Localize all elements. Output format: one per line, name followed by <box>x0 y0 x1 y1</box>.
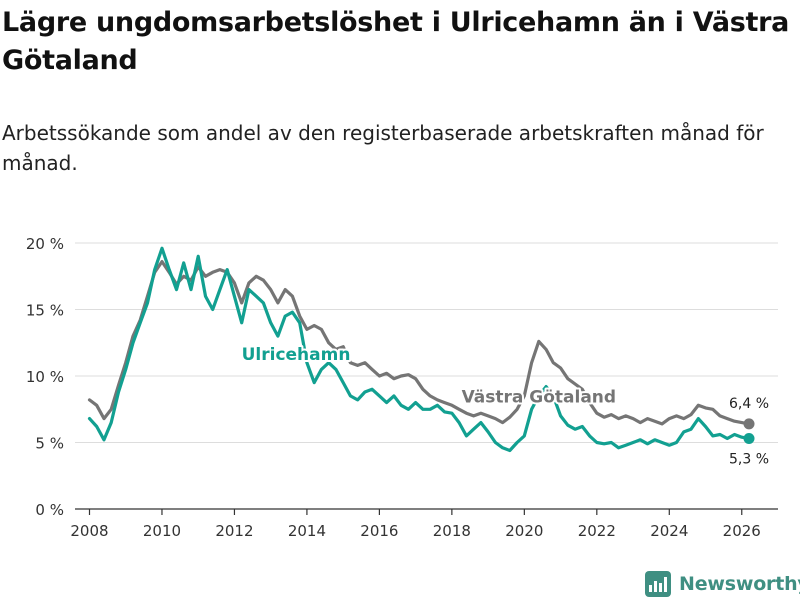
end-value-vastra-gotaland: 6,4 % <box>729 396 769 412</box>
series-label-vastra-gotaland: Västra Götaland <box>462 388 617 408</box>
x-tick-label: 2024 <box>650 522 688 540</box>
x-tick-label: 2018 <box>433 522 471 540</box>
brand: Newsworthy <box>645 569 800 599</box>
x-tick-label: 2012 <box>215 522 253 540</box>
series-lines <box>87 246 755 453</box>
newsworthy-logo-icon <box>645 571 671 597</box>
x-tick-label: 2026 <box>723 522 761 540</box>
x-tick-label: 2022 <box>578 522 616 540</box>
series-line-ulricehamn <box>87 246 751 453</box>
end-marker-vastra-gotaland <box>743 418 755 430</box>
x-tick-label: 2008 <box>70 522 108 540</box>
x-tick-label: 2014 <box>288 522 326 540</box>
chart-title: Lägre ungdomsarbetslöshet i Ulricehamn ä… <box>2 7 790 76</box>
chart-subtitle: Arbetssökande som andel av den registerb… <box>2 121 764 175</box>
series-label-ulricehamn: Ulricehamn <box>242 345 351 365</box>
x-tick-label: 2010 <box>143 522 181 540</box>
x-tick-label: 2020 <box>505 522 543 540</box>
y-tick-label: 5 % <box>35 435 64 453</box>
series-label-vastra-gotaland-halo: Västra Götaland <box>462 388 617 408</box>
series-label-ulricehamn-halo: Ulricehamn <box>242 345 351 365</box>
y-axis-ticks: 0 % 5 % 10 % 15 % 20 % <box>26 235 64 519</box>
brand-name: Newsworthy <box>679 573 800 595</box>
y-tick-label: 15 % <box>26 302 64 320</box>
y-tick-label: 0 % <box>35 501 64 519</box>
end-value-ulricehamn: 5,3 % <box>729 452 769 468</box>
end-marker-ulricehamn <box>743 433 755 445</box>
x-tick-label: 2016 <box>360 522 398 540</box>
y-tick-label: 10 % <box>26 368 64 386</box>
x-axis: 2008 2010 2012 2014 2016 2018 2020 2022 2024 2026 <box>70 508 778 540</box>
y-tick-label: 20 % <box>26 235 64 253</box>
